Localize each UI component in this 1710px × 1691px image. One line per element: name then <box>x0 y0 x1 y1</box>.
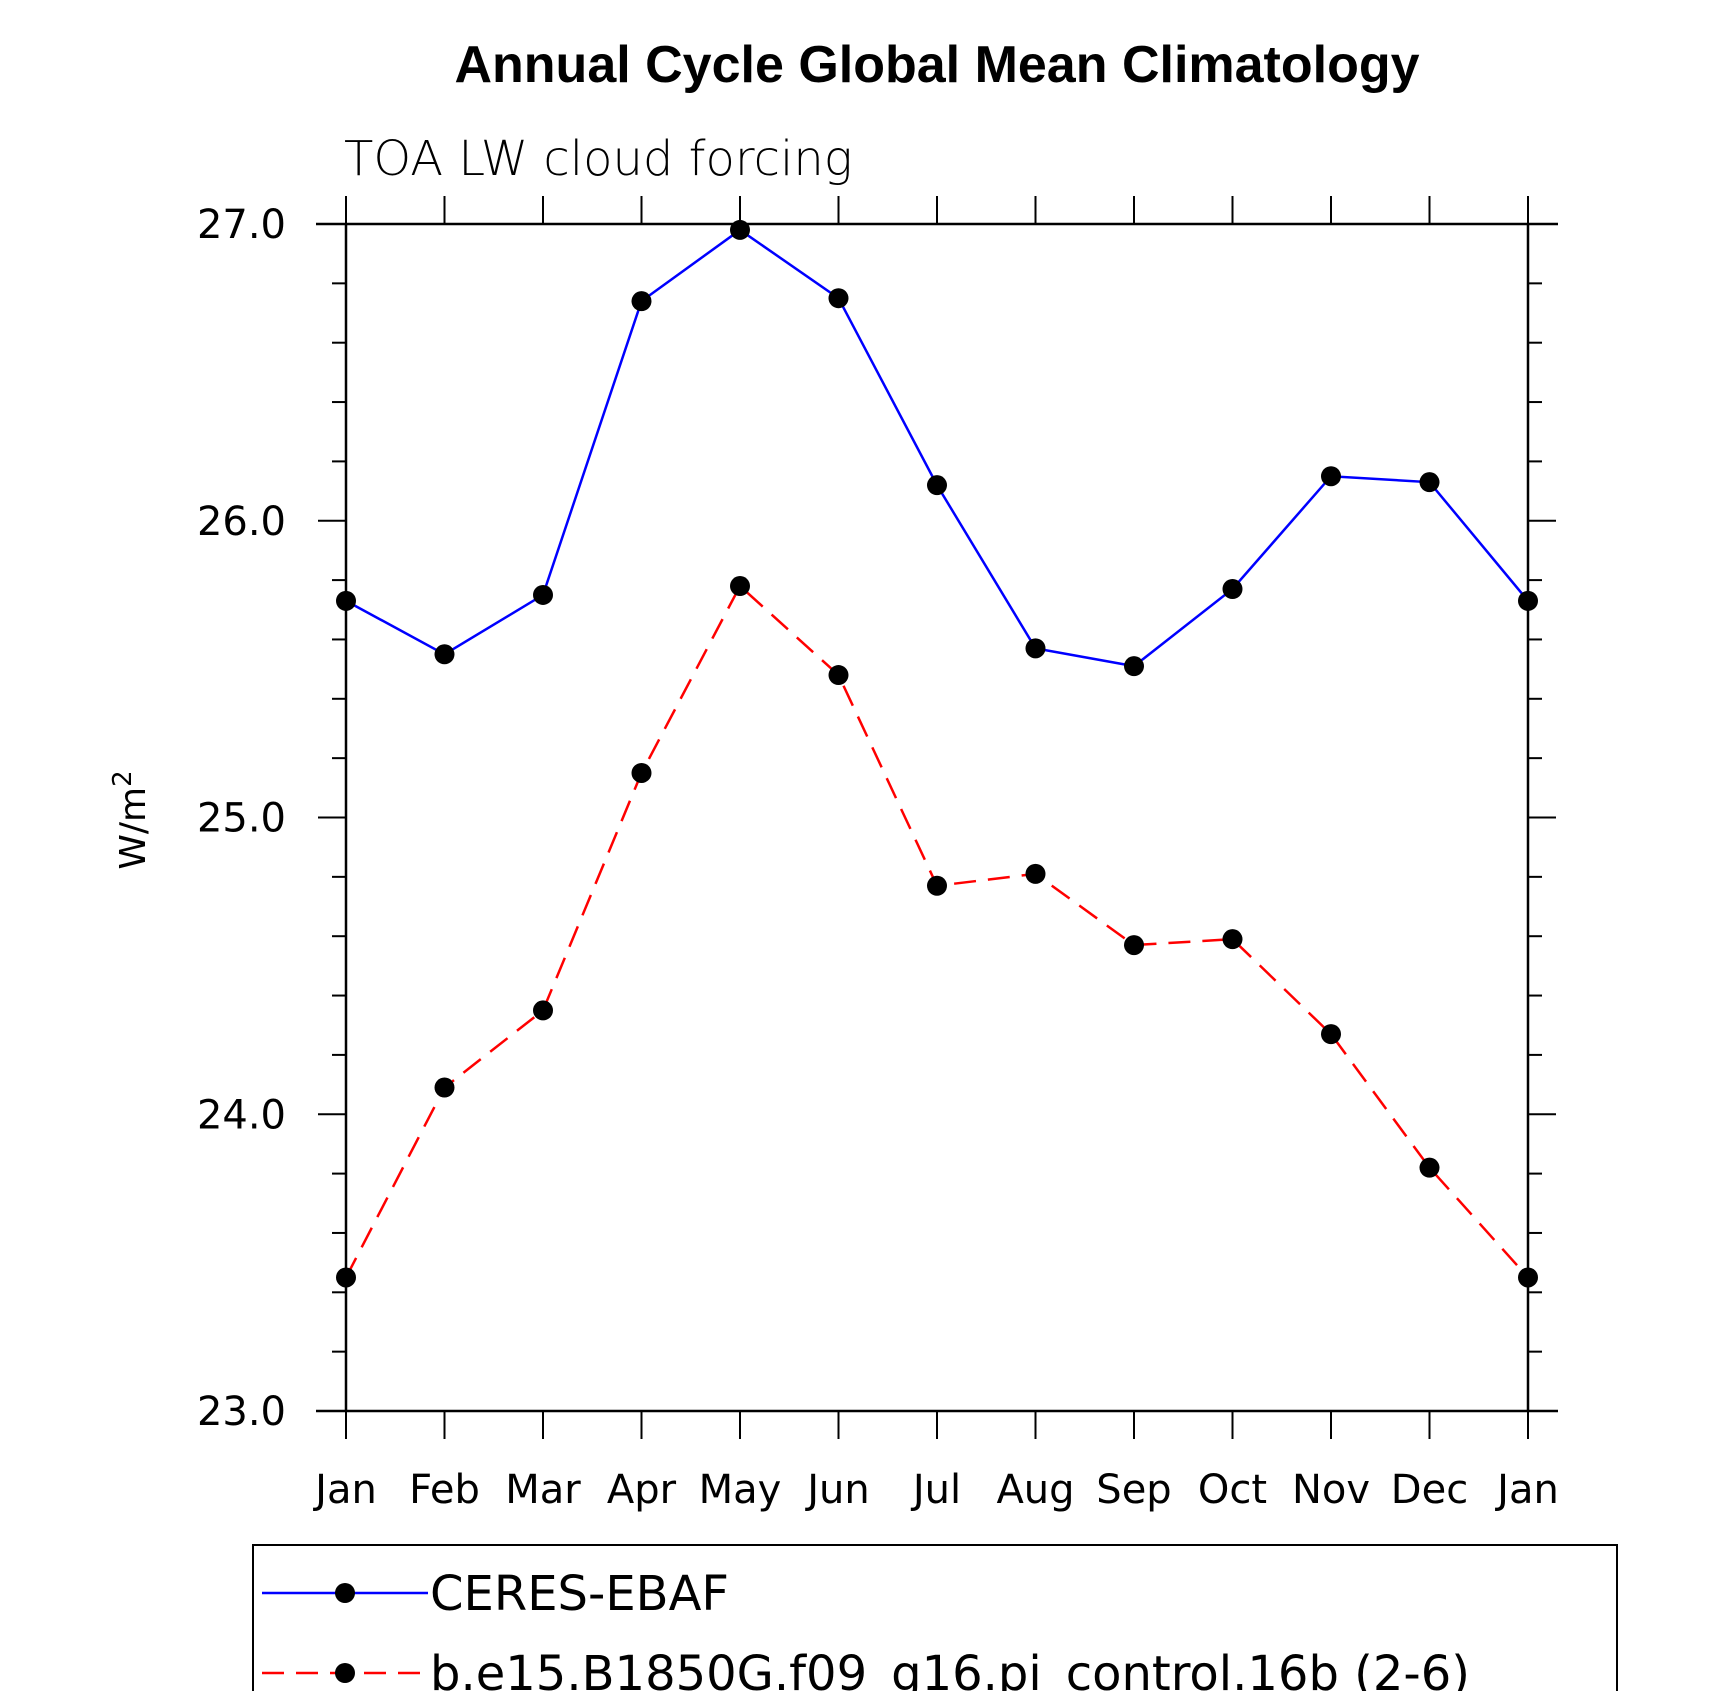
series-1-point <box>1518 1267 1538 1288</box>
series-1-point <box>927 875 947 896</box>
x-tick-label: Mar <box>505 1467 581 1513</box>
y-tick-label: 27.0 <box>197 202 286 248</box>
series-1-point <box>336 1267 356 1288</box>
series-layer <box>336 219 1538 1288</box>
legend-label-1: b.e15.B1850G.f09_g16.pi_control.16b (2-6… <box>430 1646 1470 1691</box>
legend-marker-1 <box>335 1663 355 1683</box>
y-tick-label: 24.0 <box>197 1092 286 1138</box>
plot-axes <box>316 222 1558 1413</box>
series-0-point <box>927 475 947 496</box>
chart-title: Annual Cycle Global Mean Climatology <box>454 36 1419 94</box>
series-1-point <box>533 1000 553 1021</box>
series-0-point <box>1124 656 1144 677</box>
series-1-point <box>1321 1024 1341 1045</box>
x-tick-label: Aug <box>996 1467 1074 1513</box>
x-tick-label: Nov <box>1292 1467 1370 1513</box>
x-tick-label: Sep <box>1096 1467 1171 1513</box>
y-tick-label: 23.0 <box>197 1389 286 1435</box>
y-axis-label-exponent: 2 <box>108 770 138 787</box>
x-tick-label: Apr <box>607 1467 677 1513</box>
y-tick-label: 26.0 <box>197 499 286 545</box>
y-axis-label: W/m2 <box>108 770 154 869</box>
x-tick-label: Jan <box>312 1467 377 1513</box>
series-0-point <box>533 584 553 605</box>
legend: CERES-EBAF b.e15.B1850G.f09_g16.pi_contro… <box>262 1566 1470 1691</box>
series-0-point <box>1419 472 1440 493</box>
series-0-point <box>1025 638 1046 659</box>
legend-label-0: CERES-EBAF <box>430 1566 729 1622</box>
series-1-point <box>730 576 750 597</box>
series-1-point <box>1025 863 1046 884</box>
series-0-point <box>1518 590 1538 611</box>
series-0-point <box>434 644 455 665</box>
legend-marker-0 <box>335 1583 355 1603</box>
series-1-point <box>631 762 652 783</box>
series-0-point <box>1321 466 1341 487</box>
series-0-point <box>1222 579 1243 600</box>
y-tick-label: 25.0 <box>197 796 286 842</box>
series-0-point <box>336 590 356 611</box>
y-axis-label-unit: W/m <box>113 787 154 870</box>
x-tick-label: Dec <box>1391 1467 1468 1513</box>
series-line-0 <box>345 228 1529 668</box>
axis-ticks: 23.0 24.0 25.0 26.0 27.0 Jan Feb Mar Apr May Jun Ju… <box>197 196 1559 1513</box>
x-tick-label: May <box>699 1467 782 1513</box>
series-0-point <box>730 219 750 240</box>
x-tick-label: Jun <box>804 1467 870 1513</box>
x-tick-label: Oct <box>1198 1467 1267 1513</box>
legend-box <box>252 1544 1618 1691</box>
series-1-point <box>434 1077 455 1098</box>
series-1-point <box>1222 929 1243 950</box>
series-1-point <box>1124 935 1144 956</box>
series-1-point <box>1419 1157 1440 1178</box>
x-tick-label: Jan <box>1494 1467 1559 1513</box>
series-0-point <box>631 291 652 312</box>
series-1-point <box>828 665 849 686</box>
series-0-point <box>828 288 849 309</box>
series-line-1 <box>344 584 1529 1279</box>
x-tick-label: Feb <box>409 1467 480 1513</box>
chart-subtitle: TOA LW cloud forcing <box>344 131 853 187</box>
x-tick-label: Jul <box>910 1467 961 1513</box>
